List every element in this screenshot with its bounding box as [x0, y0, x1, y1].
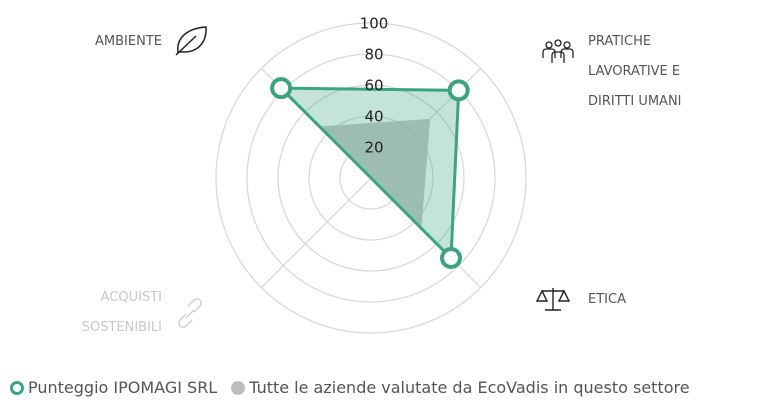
grid: [215, 22, 527, 334]
category-label: ETICA: [588, 292, 626, 307]
radar-point: [270, 77, 293, 100]
radar-point: [440, 247, 463, 270]
axis-line: [261, 177, 372, 288]
radar-area: [319, 118, 431, 229]
legend-item: Tutte le aziende valutate da EcoVadis in…: [231, 378, 690, 397]
chart: 20 40 60 80 100: [175, 15, 574, 334]
legend-label: Punteggio IPOMAGI SRL: [28, 378, 218, 397]
radar-point: [447, 79, 470, 102]
grid-ring: [215, 22, 527, 334]
grid-ring: [308, 115, 434, 241]
people-icon: [542, 39, 574, 63]
legend-label: Tutte le aziende valutate da EcoVadis in…: [249, 378, 690, 397]
category-label: ACQUISTI SOSTENIBILI: [81, 290, 162, 335]
category-label: PRATICHE LAVORATIVE E DIRITTI UMANI: [588, 34, 682, 109]
legend-swatch: [231, 380, 246, 395]
tick-label: 20: [364, 139, 383, 157]
scales-icon: [535, 288, 571, 311]
tick-label: 60: [364, 77, 383, 95]
ticks: 20 40 60 80 100: [360, 15, 389, 157]
category-label: AMBIENTE: [95, 34, 162, 49]
leaf-icon: [175, 26, 207, 56]
grid-ring: [277, 84, 465, 272]
link-icon: [178, 298, 202, 328]
grid-ring: [246, 53, 496, 303]
tick-label: 80: [364, 46, 383, 64]
legend: Punteggio IPOMAGI SRL Tutte le aziende v…: [10, 378, 704, 397]
tick-label: 100: [360, 15, 389, 33]
tick-label: 40: [364, 108, 383, 126]
legend-item: Punteggio IPOMAGI SRL: [10, 378, 217, 397]
legend-swatch: [10, 380, 24, 395]
areas: [270, 77, 470, 270]
